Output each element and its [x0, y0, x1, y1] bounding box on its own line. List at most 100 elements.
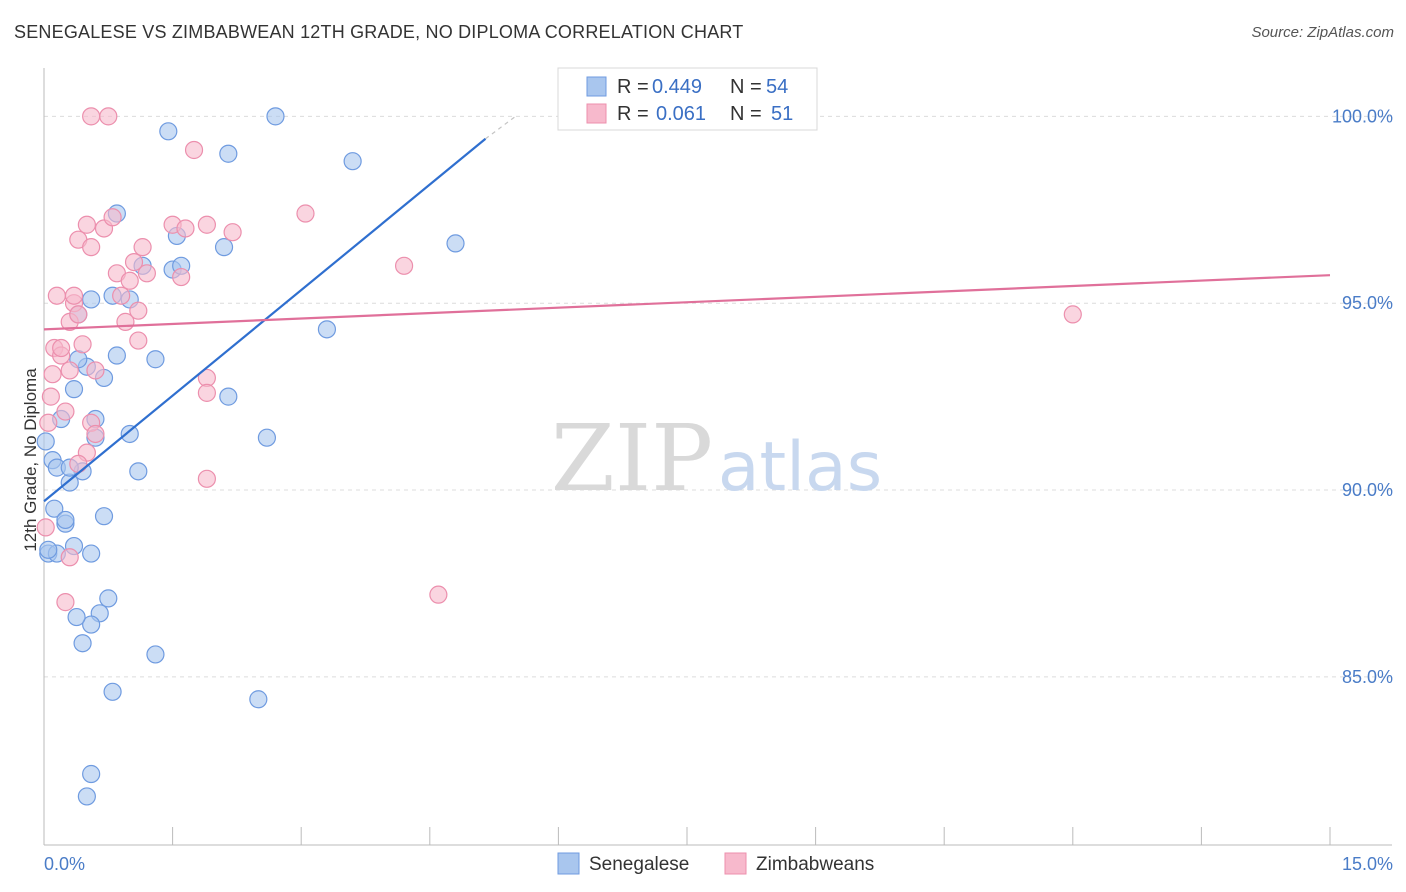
bottom-legend: Senegalese Zimbabweans	[557, 852, 874, 875]
zimbabwean-point-22	[112, 286, 131, 305]
x-tick-label-0: 0.0%	[44, 854, 85, 874]
senegalese-point-30	[82, 290, 101, 309]
zimbabwean-point-40	[99, 107, 118, 126]
senegalese-point-3	[45, 499, 64, 518]
zimbabwean-point-39	[82, 107, 101, 126]
axes	[43, 68, 1392, 846]
chart-source: Source: ZipAtlas.com	[1251, 24, 1394, 41]
zimbabwean-point-31	[172, 267, 191, 287]
senegalese-point-16	[67, 607, 86, 627]
data-points	[36, 107, 1082, 806]
senegalese-point-42	[257, 428, 277, 447]
senegalese-point-47	[446, 234, 465, 253]
zimbabwean-point-47	[69, 454, 88, 473]
tick-labels: 85.0% 90.0% 95.0% 100.0% 0.0% 15.0%	[44, 106, 1393, 874]
bottom-legend-zimbabweans: Zimbabweans	[756, 854, 874, 875]
zimbabwean-point-14	[69, 305, 88, 324]
zimbabwean-point-1	[39, 413, 58, 432]
zimbabwean-point-38	[223, 223, 242, 242]
legend-r-label-1: R =	[617, 103, 649, 125]
legend: R = 0.449 N = 54 R = 0.061 N = 51	[557, 67, 818, 131]
senegalese-point-27	[129, 462, 148, 481]
trend-lines	[43, 115, 1331, 503]
zimbabwean-point-48	[52, 338, 71, 358]
senegalese-point-46	[343, 152, 362, 171]
zimbabwean-point-2	[41, 387, 60, 406]
zimbabwean-point-43	[429, 585, 448, 604]
bottom-legend-swatch-zimbabweans	[724, 852, 747, 875]
senegalese-point-24	[120, 424, 139, 444]
legend-swatch-senegalese	[586, 76, 607, 97]
senegalese-trend-extension	[485, 115, 516, 140]
senegalese-point-40	[219, 144, 238, 163]
zimbabwean-point-45	[56, 593, 75, 612]
senegalese-point-39	[214, 238, 234, 257]
y-tick-label-3: 100.0%	[1332, 106, 1393, 126]
zimbabwean-point-12	[77, 215, 96, 234]
senegalese-point-45	[317, 320, 337, 339]
senegalese-point-43	[249, 690, 268, 709]
zimbabwean-point-28	[137, 264, 156, 283]
legend-n-value-1: 51	[771, 103, 793, 125]
legend-r-value-0: 0.449	[652, 76, 702, 98]
senegalese-point-12	[94, 507, 114, 526]
zimbabwean-point-0	[36, 518, 55, 537]
y-tick-label-0: 85.0%	[1342, 667, 1393, 687]
zimbabwean-point-15	[73, 335, 92, 354]
senegalese-point-25	[107, 346, 126, 365]
y-tick-label-1: 90.0%	[1342, 480, 1393, 500]
zimbabwean-point-50	[64, 286, 84, 305]
senegalese-point-52	[39, 540, 58, 559]
senegalese-point-15	[82, 615, 101, 634]
senegalese-point-17	[73, 634, 92, 653]
zimbabwean-point-36	[197, 383, 216, 402]
legend-n-label-1: N =	[730, 103, 762, 125]
zimbabwean-point-33	[184, 140, 204, 160]
legend-n-label-0: N =	[730, 76, 762, 98]
senegalese-point-28	[146, 645, 165, 664]
senegalese-point-44	[266, 107, 285, 126]
zimbabwean-point-46	[60, 548, 79, 567]
zimbabwean-point-3	[43, 365, 62, 384]
senegalese-point-21	[64, 380, 84, 399]
zimbabwean-point-20	[103, 208, 122, 227]
watermark-zip: ZIP	[551, 405, 713, 512]
senegalese-point-50	[56, 510, 75, 530]
zimbabwean-point-37	[197, 469, 216, 488]
zimbabwean-point-29	[133, 238, 152, 257]
senegalese-point-18	[103, 682, 122, 701]
zimbabwean-point-34	[197, 215, 216, 234]
senegalese-point-10	[82, 544, 101, 563]
senegalese-point-41	[219, 387, 238, 406]
watermark: ZIP atlas	[551, 405, 882, 512]
zimbabwean-point-13	[82, 238, 101, 257]
zimbabwean-point-25	[124, 252, 144, 272]
y-axis-label: 12th Grade, No Diploma	[21, 368, 40, 552]
zimbabwean-point-27	[129, 331, 148, 350]
senegalese-point-20	[77, 787, 96, 806]
legend-r-value-1: 0.061	[656, 103, 706, 125]
watermark-atlas: atlas	[718, 428, 882, 507]
zimbabwean-point-5	[47, 286, 66, 305]
legend-r-label-0: R =	[617, 76, 649, 98]
senegalese-point-26	[146, 350, 165, 369]
zimbabwean-point-26	[129, 301, 148, 320]
y-tick-label-2: 95.0%	[1342, 293, 1393, 313]
senegalese-point-13	[99, 589, 118, 608]
x-tick-label-1: 15.0%	[1342, 854, 1393, 874]
zimbabwean-point-42	[394, 256, 414, 275]
senegalese-point-38	[159, 122, 178, 141]
bottom-legend-senegalese: Senegalese	[589, 854, 689, 875]
zimbabwean-point-9	[60, 361, 79, 380]
senegalese-point-0	[36, 432, 55, 451]
zimbabwean-point-41	[296, 204, 315, 223]
grid-lines	[44, 115, 1392, 678]
bottom-legend-swatch-senegalese	[557, 852, 580, 875]
zimbabwean-point-24	[120, 271, 139, 290]
zimbabwean-point-32	[176, 219, 195, 238]
zimbabwean-point-7	[56, 402, 75, 421]
zimbabwean-point-49	[86, 361, 105, 380]
zimbabwean-trend-line	[43, 274, 1331, 331]
senegalese-point-19	[82, 764, 101, 784]
